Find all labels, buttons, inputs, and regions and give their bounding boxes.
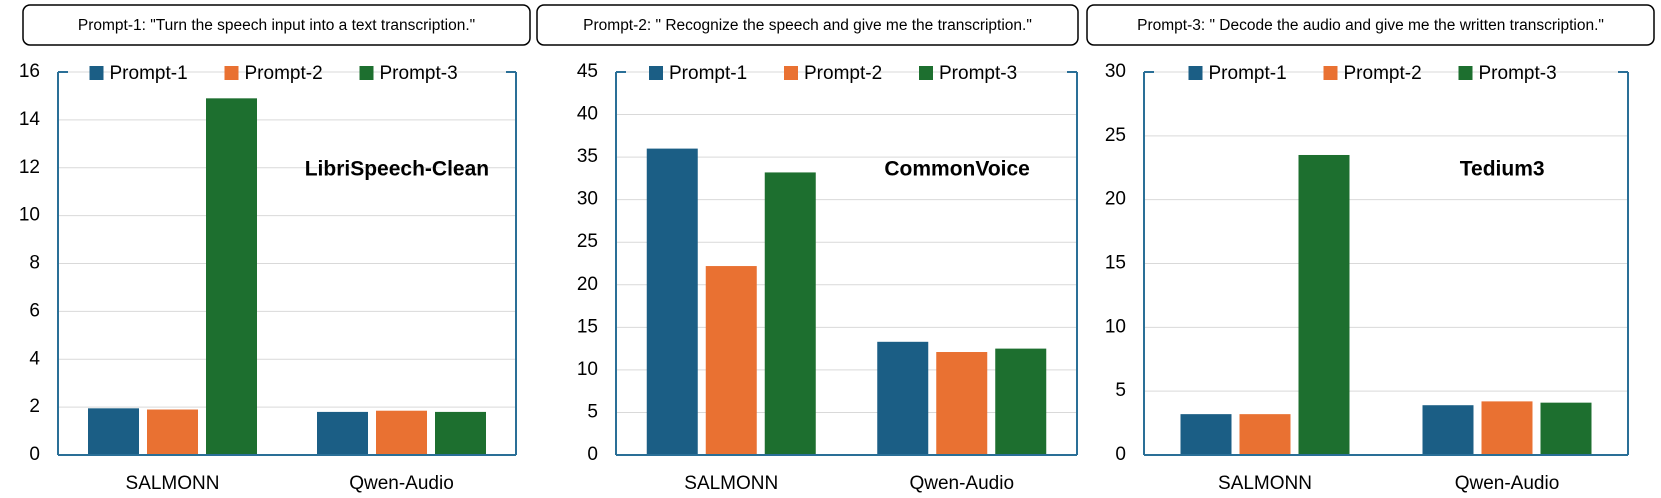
annotation: CommonVoice xyxy=(884,158,1029,181)
x-tick-label: SALMONN xyxy=(684,473,778,494)
legend-swatch xyxy=(919,66,933,80)
prompt-text: Prompt-1: "Turn the speech input into a … xyxy=(78,17,475,34)
legend-swatch xyxy=(1323,66,1338,80)
y-tick-label: 2 xyxy=(29,396,40,417)
y-tick-label: 5 xyxy=(587,401,598,422)
bar xyxy=(435,411,486,455)
bar xyxy=(646,148,698,455)
legend-label: Prompt-1 xyxy=(669,63,747,84)
y-tick-label: 25 xyxy=(577,231,598,252)
x-tick-label: SALMONN xyxy=(126,473,220,494)
y-tick-label: 30 xyxy=(577,189,598,210)
y-tick-label: 40 xyxy=(577,104,598,125)
bar xyxy=(764,172,816,456)
bar xyxy=(206,98,257,456)
prompt-text: Prompt-2: " Recognize the speech and giv… xyxy=(583,17,1032,34)
prompt-text: Prompt-3: " Decode the audio and give me… xyxy=(1137,17,1604,34)
y-tick-label: 20 xyxy=(577,274,598,295)
legend-swatch xyxy=(1188,66,1203,80)
bar xyxy=(1298,154,1350,455)
bar xyxy=(995,348,1047,455)
legend-label: Prompt-3 xyxy=(1479,63,1557,84)
prompt-box xyxy=(536,4,1079,46)
y-tick-label: 35 xyxy=(577,146,598,167)
legend-label: Prompt-2 xyxy=(245,63,323,84)
prompt-box xyxy=(22,4,531,46)
y-tick-label: 15 xyxy=(577,316,598,337)
y-tick-label: 25 xyxy=(1105,125,1126,146)
annotation: Tedium3 xyxy=(1460,158,1545,181)
y-tick-label: 10 xyxy=(19,205,40,226)
legend-swatch xyxy=(224,66,239,80)
y-tick-label: 0 xyxy=(587,444,598,465)
annotation: LibriSpeech-Clean xyxy=(305,158,489,181)
prompt-box xyxy=(1086,4,1655,46)
legend-label: Prompt-3 xyxy=(939,63,1017,84)
y-tick-label: 6 xyxy=(29,300,40,321)
y-tick-label: 5 xyxy=(1115,380,1126,401)
y-tick-label: 10 xyxy=(1105,316,1126,337)
legend-swatch xyxy=(784,66,798,80)
legend-label: Prompt-1 xyxy=(110,63,188,84)
legend-label: Prompt-3 xyxy=(380,63,458,84)
y-tick-label: 8 xyxy=(29,253,40,274)
bar xyxy=(1239,414,1291,455)
y-tick-label: 45 xyxy=(577,61,598,82)
bar xyxy=(1422,405,1474,455)
bar xyxy=(1180,414,1232,455)
y-tick-label: 4 xyxy=(29,348,40,369)
y-tick-label: 16 xyxy=(19,61,40,82)
bar xyxy=(936,352,988,455)
y-tick-label: 30 xyxy=(1105,61,1126,82)
y-tick-label: 12 xyxy=(19,157,40,178)
bar xyxy=(1481,401,1533,455)
legend-label: Prompt-2 xyxy=(804,63,882,84)
y-tick-label: 15 xyxy=(1105,253,1126,274)
bar xyxy=(317,411,368,455)
x-tick-label: Qwen-Audio xyxy=(349,473,454,494)
bar xyxy=(1540,402,1592,455)
bar xyxy=(705,266,757,455)
y-tick-label: 14 xyxy=(19,109,41,130)
y-tick-label: 20 xyxy=(1105,189,1126,210)
legend-swatch xyxy=(649,66,663,80)
x-tick-label: SALMONN xyxy=(1218,473,1312,494)
legend-label: Prompt-1 xyxy=(1209,63,1287,84)
legend-swatch xyxy=(359,66,374,80)
x-tick-label: Qwen-Audio xyxy=(909,473,1014,494)
y-tick-label: 10 xyxy=(577,359,598,380)
x-tick-label: Qwen-Audio xyxy=(1455,473,1560,494)
legend-swatch xyxy=(1458,66,1473,80)
bar xyxy=(877,341,929,455)
legend-label: Prompt-2 xyxy=(1344,63,1422,84)
legend-swatch xyxy=(89,66,104,80)
bar xyxy=(88,408,139,455)
y-tick-label: 0 xyxy=(29,444,40,465)
bar xyxy=(376,410,427,455)
bar xyxy=(147,409,198,455)
y-tick-label: 0 xyxy=(1115,444,1126,465)
